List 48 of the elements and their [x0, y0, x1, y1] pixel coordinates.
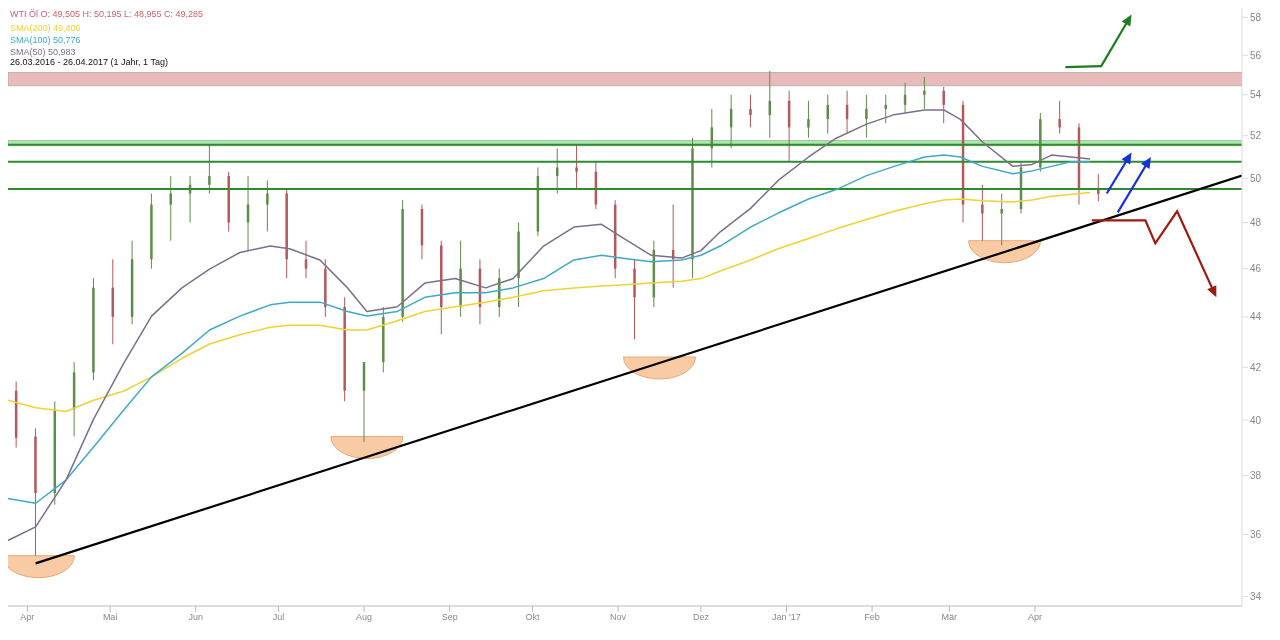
text: 26.03.2016 - 26.04.2017 (1 Jahr, 1 Tag)	[10, 57, 168, 68]
candlestick	[169, 175, 172, 242]
candlestick	[981, 184, 984, 242]
line-series	[8, 109, 1091, 542]
candlestick	[865, 94, 868, 139]
x-tick-label: Jan '17	[772, 612, 801, 623]
line-series	[8, 191, 1091, 413]
y-tick-label: 44	[1250, 311, 1262, 323]
y-tick-label: 38	[1250, 470, 1262, 482]
x-tick-label: Sep	[441, 612, 458, 623]
chart-title: WTI Öl O: 49,505 H: 50,195 L: 48,955 C: 49,285	[10, 8, 204, 20]
y-tick-label: 40	[1250, 414, 1262, 426]
y-tick-label: 46	[1250, 263, 1262, 275]
candlestick	[266, 179, 269, 233]
x-tick-label: Mai	[102, 612, 118, 623]
candlestick	[923, 76, 926, 110]
x-tick-label: Okt	[525, 612, 541, 623]
y-tick-label: 34	[1250, 590, 1262, 602]
y-tick-label: 42	[1250, 361, 1262, 373]
text: SMA(100) 50,776	[10, 34, 81, 46]
y-tick-label: 48	[1250, 217, 1262, 229]
candlestick	[749, 94, 752, 128]
y-tick-label: 56	[1250, 49, 1262, 61]
x-tick-label: Dez	[692, 612, 710, 623]
x-tick-label: Jun	[188, 612, 203, 623]
candlestick	[1058, 100, 1061, 135]
candlestick	[884, 94, 887, 124]
line-series	[8, 154, 1091, 504]
text: SMA(200) 49,406	[10, 22, 81, 34]
candlestick	[1097, 173, 1100, 202]
candlestick	[1000, 193, 1003, 246]
y-tick-label: 50	[1250, 172, 1262, 184]
y-tick-label: 36	[1250, 528, 1262, 540]
x-tick-label: Nov	[610, 612, 627, 623]
candlestick	[942, 86, 945, 124]
y-tick-label: 52	[1250, 130, 1262, 142]
y-tick-label: 54	[1250, 89, 1262, 101]
x-tick-label: Mär	[941, 612, 958, 623]
x-tick-label: Feb	[864, 612, 880, 623]
y-tick-label: 58	[1250, 11, 1262, 23]
text: SMA(50) 50,983	[10, 46, 77, 58]
candlestick	[575, 143, 578, 190]
x-tick-label: Apr	[1027, 612, 1042, 623]
candlestick	[807, 100, 810, 139]
x-tick-label: Aug	[356, 612, 373, 623]
x-tick-label: Apr	[20, 612, 35, 623]
candlestick	[208, 143, 211, 195]
x-tick-label: Jul	[272, 612, 285, 623]
